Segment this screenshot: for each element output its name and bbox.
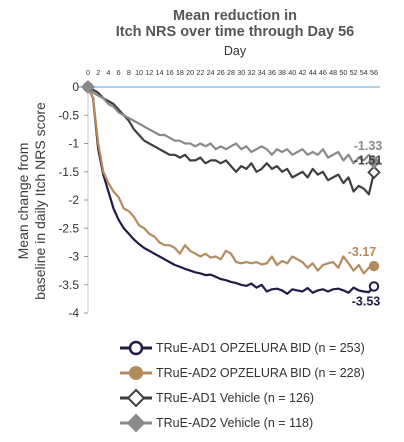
chart-title-line2: Itch NRS over time through Day 56 (115, 24, 355, 40)
x-tick-label: 6 (117, 68, 121, 77)
legend-item-trueAD2-opzelura: TRuE-AD2 OPZELURA BID (n = 228) (118, 363, 398, 383)
legend-item-trueAD1-opzelura: TRuE-AD1 OPZELURA BID (n = 253) (118, 338, 398, 358)
x-tick-label: 12 (145, 68, 153, 77)
y-tick-label: 0 (72, 80, 79, 94)
x-tick-label: 54 (360, 68, 368, 77)
chart-title-line1: Mean reduction in (172, 8, 298, 24)
y-tick-label: -1 (68, 137, 79, 151)
legend-label: TRuE-AD1 Vehicle (n = 126) (156, 391, 315, 405)
legend-filled-circle-icon (120, 366, 152, 380)
legend-label: TRuE-AD2 OPZELURA BID (n = 228) (156, 366, 365, 380)
x-tick-label: 18 (176, 68, 184, 77)
x-tick-label: 14 (156, 68, 164, 77)
x-tick-label: 40 (288, 68, 296, 77)
x-tick-label: 42 (299, 68, 307, 77)
series-3-marker-end (367, 155, 381, 169)
x-axis-label: Day (223, 44, 247, 58)
series-3-marker-start (81, 80, 95, 94)
series-line-2 (87, 86, 376, 196)
y-tick-label: -3.5 (58, 278, 79, 292)
legend-item-trueAD1-vehicle: TRuE-AD1 Vehicle (n = 126) (118, 388, 398, 408)
series-2-end-label: -1.51 (354, 153, 383, 167)
series-line-0 (86, 86, 375, 295)
series-0-marker-end (368, 281, 380, 292)
x-tick-label: 50 (339, 68, 347, 77)
legend-item-trueAD2-vehicle: TRuE-AD2 Vehicle (n = 118) (118, 413, 398, 433)
x-tick-label: 44 (309, 68, 317, 77)
x-tick-label: 0 (86, 68, 90, 77)
series-3-end-label: -1.33 (354, 139, 383, 153)
y-tick-label: -0.5 (58, 108, 79, 122)
legend-label: TRuE-AD1 OPZELURA BID (n = 253) (156, 341, 365, 355)
legend-open-diamond-icon (120, 388, 152, 408)
x-tick-label: 48 (329, 68, 337, 77)
series-line-3 (87, 86, 375, 165)
x-tick-label: 34 (258, 68, 266, 77)
x-tick-label: 20 (186, 68, 194, 77)
x-tick-label: 10 (135, 68, 143, 77)
x-tick-label: 26 (217, 68, 225, 77)
legend-open-circle-icon (120, 340, 152, 356)
x-tick-label: 56 (370, 68, 378, 77)
series-line-1 (86, 86, 375, 275)
series-0-end-label: -3.53 (352, 294, 381, 308)
y-tick-label: -2 (68, 193, 79, 207)
x-tick-label: 32 (247, 68, 255, 77)
y-tick-label: -4 (68, 306, 79, 320)
x-tick-label: 2 (96, 68, 100, 77)
x-tick-label: 30 (237, 68, 245, 77)
legend-label: TRuE-AD2 Vehicle (n = 118) (156, 416, 314, 430)
x-tick-label: 46 (319, 68, 327, 77)
x-tick-label: 22 (196, 68, 204, 77)
series-1-end-label: -3.17 (348, 245, 377, 259)
x-tick-label: 24 (207, 68, 215, 77)
x-tick-label: 28 (227, 68, 235, 77)
x-tick-label: 4 (106, 68, 110, 77)
y-tick-label: -3 (68, 250, 79, 264)
series-2-marker-end (367, 165, 381, 180)
series-1-marker-end (368, 260, 380, 272)
y-tick-label: -1.5 (58, 165, 79, 179)
y-tick-label: -2.5 (58, 221, 79, 235)
legend-filled-diamond-icon (120, 413, 152, 433)
x-tick-label: 36 (268, 68, 276, 77)
x-tick-label: 16 (166, 68, 174, 77)
x-tick-label: 8 (127, 68, 131, 77)
x-tick-label: 38 (278, 68, 286, 77)
x-tick-label: 52 (350, 68, 358, 77)
